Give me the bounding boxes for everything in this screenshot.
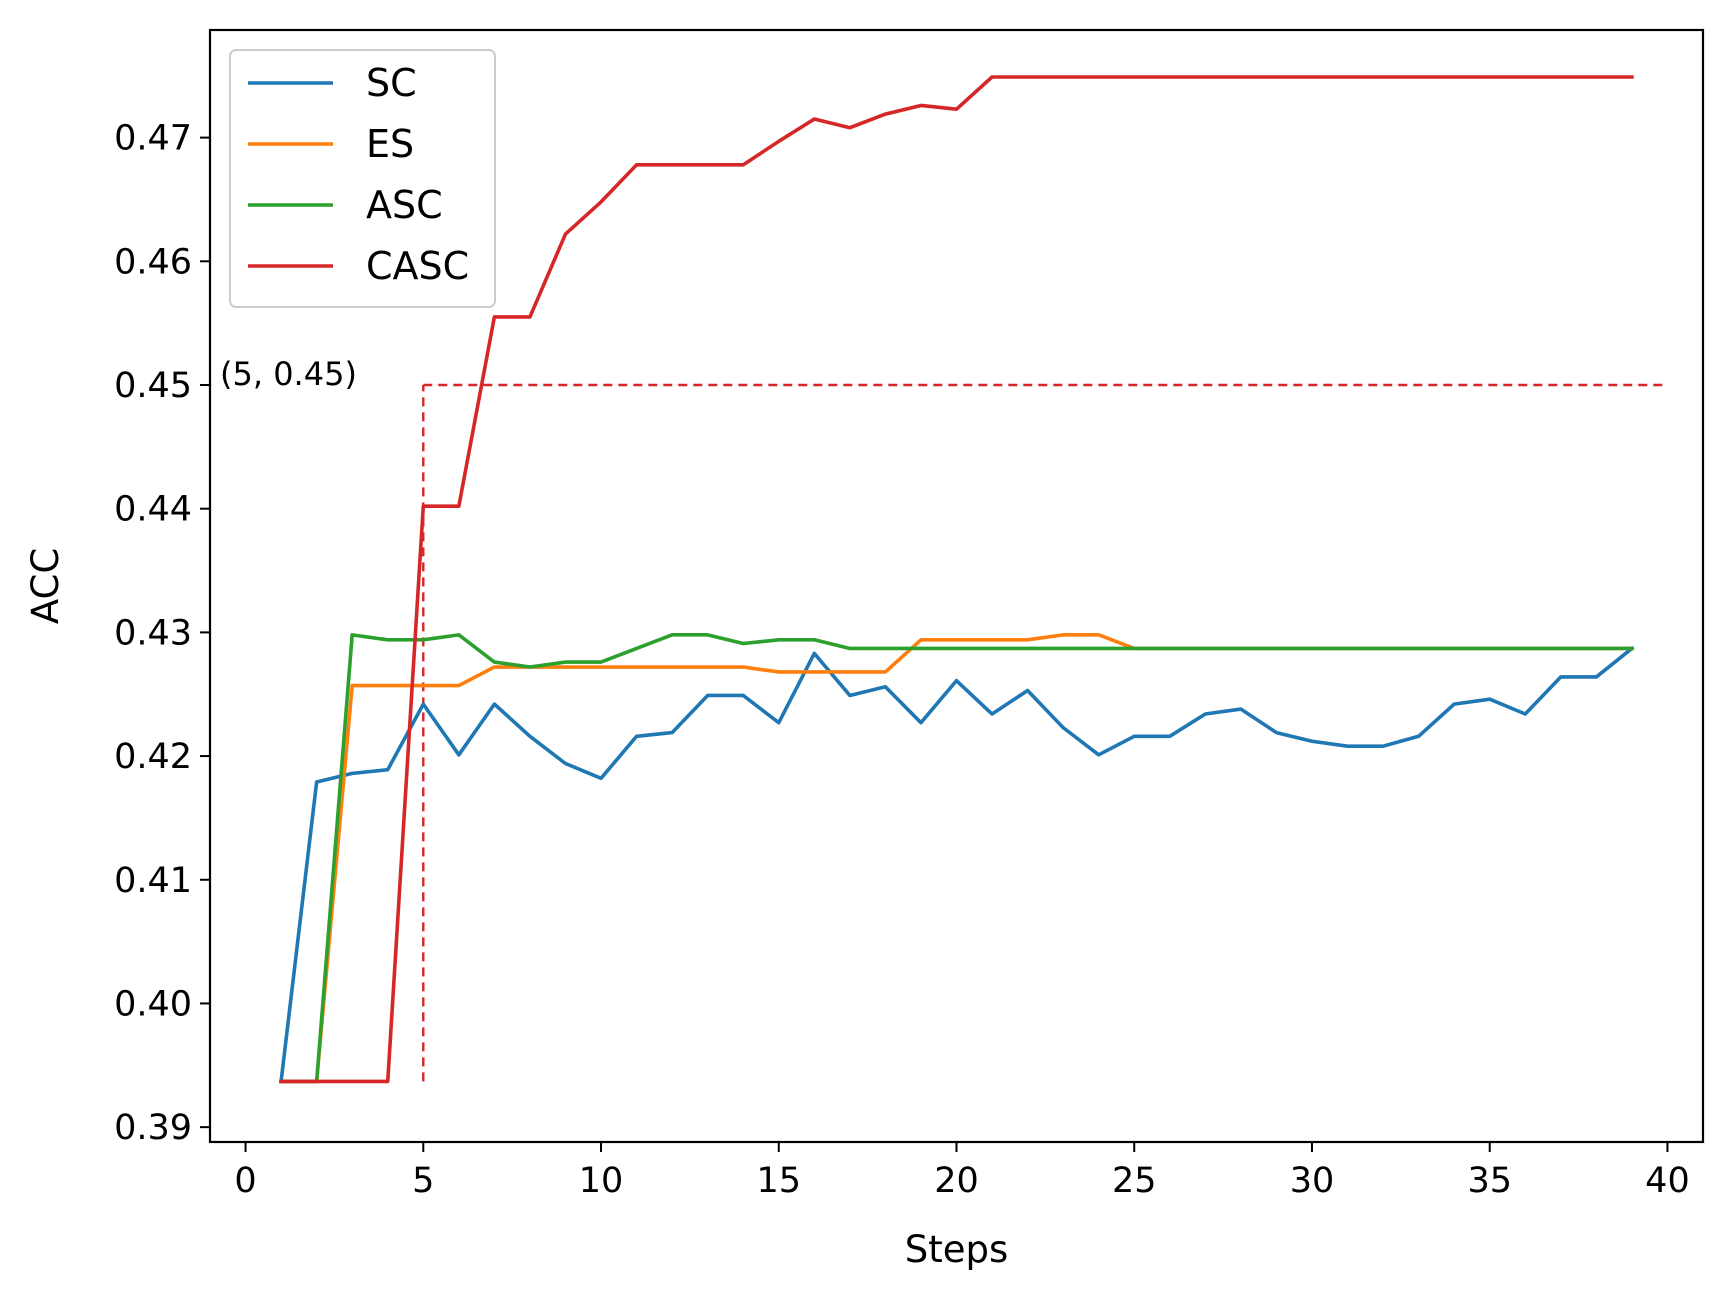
y-tick-label: 0.46 [114, 242, 192, 282]
y-tick-label: 0.45 [114, 366, 192, 406]
annotation-label: (5, 0.45) [220, 355, 357, 393]
y-tick-label: 0.42 [114, 737, 192, 777]
x-tick-label: 25 [1112, 1161, 1157, 1201]
x-tick-label: 20 [934, 1161, 979, 1201]
legend-label-sc: SC [366, 61, 417, 105]
y-tick-label: 0.40 [114, 984, 192, 1024]
y-tick-label: 0.41 [114, 861, 192, 901]
x-tick-label: 15 [756, 1161, 801, 1201]
series-line-asc [279, 633, 1634, 1084]
data-series [279, 75, 1635, 1084]
x-tick-label: 40 [1645, 1161, 1690, 1201]
axis-ticks: 0 5 10 15 20 25 30 35 40 0.39 0.40 0.41 0.42 0.43 0.44… [114, 119, 1690, 1201]
y-tick-label: 0.47 [114, 119, 192, 159]
x-tick-label: 35 [1467, 1161, 1512, 1201]
x-tick-label: 30 [1290, 1161, 1335, 1201]
x-tick-label: 5 [412, 1161, 434, 1201]
x-tick-label: 0 [234, 1161, 256, 1201]
series-line-casc [279, 75, 1634, 1084]
legend-label-es: ES [366, 122, 414, 166]
y-tick-label: 0.39 [114, 1108, 192, 1148]
x-axis-label: Steps [905, 1228, 1009, 1271]
y-tick-label: 0.43 [114, 613, 192, 653]
plot-area-frame [208, 28, 1705, 1144]
legend-box [229, 49, 496, 308]
series-line-sc [279, 645, 1635, 1084]
x-tick-label: 10 [579, 1161, 624, 1201]
reference-lines [422, 383, 1668, 1082]
legend-label-asc: ASC [366, 183, 443, 227]
legend: SC ES ASC CASC [229, 49, 496, 308]
legend-label-casc: CASC [366, 244, 469, 288]
y-axis-label: ACC [24, 548, 67, 624]
y-tick-label: 0.44 [114, 490, 192, 530]
